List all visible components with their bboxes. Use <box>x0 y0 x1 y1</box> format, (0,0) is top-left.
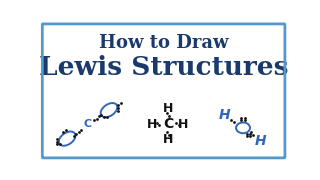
Text: H: H <box>219 108 230 122</box>
Text: Lewis Structures: Lewis Structures <box>39 55 289 80</box>
Text: C: C <box>84 119 92 129</box>
Text: C: C <box>163 117 173 131</box>
Text: H: H <box>178 118 188 130</box>
Text: How to Draw: How to Draw <box>99 34 229 52</box>
Text: H: H <box>254 134 266 148</box>
Text: H: H <box>147 118 157 130</box>
Text: H: H <box>163 102 173 115</box>
Text: H: H <box>163 133 173 146</box>
